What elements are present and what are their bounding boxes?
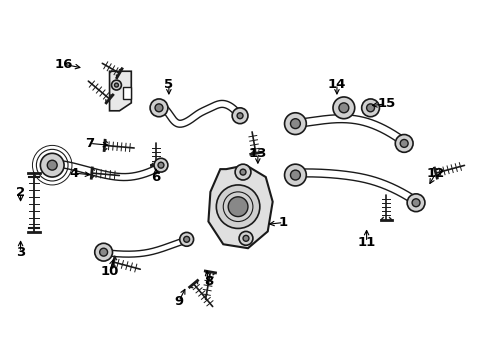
Circle shape bbox=[112, 80, 122, 90]
Text: 12: 12 bbox=[427, 167, 445, 180]
Circle shape bbox=[339, 103, 349, 113]
Text: 11: 11 bbox=[358, 236, 376, 249]
Circle shape bbox=[184, 237, 190, 242]
Circle shape bbox=[285, 164, 306, 186]
Text: 6: 6 bbox=[151, 171, 161, 184]
Circle shape bbox=[240, 169, 246, 175]
Circle shape bbox=[47, 160, 57, 170]
Text: 9: 9 bbox=[174, 295, 183, 308]
Circle shape bbox=[362, 99, 379, 117]
Text: 16: 16 bbox=[55, 58, 74, 71]
Text: 13: 13 bbox=[248, 147, 267, 160]
Circle shape bbox=[367, 104, 374, 112]
Circle shape bbox=[216, 185, 260, 229]
Circle shape bbox=[237, 113, 243, 119]
Circle shape bbox=[95, 243, 113, 261]
Circle shape bbox=[235, 164, 251, 180]
Polygon shape bbox=[208, 165, 272, 248]
Circle shape bbox=[333, 97, 355, 119]
Circle shape bbox=[158, 162, 164, 168]
Text: 2: 2 bbox=[16, 186, 25, 199]
Circle shape bbox=[285, 113, 306, 135]
Polygon shape bbox=[123, 87, 131, 99]
Circle shape bbox=[99, 248, 108, 256]
Circle shape bbox=[150, 99, 168, 117]
Circle shape bbox=[291, 170, 300, 180]
Circle shape bbox=[412, 199, 420, 207]
Text: 15: 15 bbox=[377, 97, 395, 111]
Text: 5: 5 bbox=[164, 78, 173, 91]
Circle shape bbox=[407, 194, 425, 212]
Text: 10: 10 bbox=[100, 265, 119, 278]
Text: 14: 14 bbox=[328, 78, 346, 91]
Circle shape bbox=[395, 135, 413, 152]
Polygon shape bbox=[110, 71, 131, 111]
Text: 4: 4 bbox=[70, 167, 78, 180]
Text: 1: 1 bbox=[279, 216, 288, 229]
Circle shape bbox=[400, 139, 408, 147]
Circle shape bbox=[291, 119, 300, 129]
Text: 8: 8 bbox=[204, 275, 213, 288]
Circle shape bbox=[154, 158, 168, 172]
Text: 7: 7 bbox=[85, 137, 95, 150]
Circle shape bbox=[40, 153, 64, 177]
Circle shape bbox=[155, 104, 163, 112]
Circle shape bbox=[239, 231, 253, 245]
Text: 3: 3 bbox=[16, 246, 25, 259]
Circle shape bbox=[115, 83, 119, 87]
Circle shape bbox=[243, 235, 249, 241]
Circle shape bbox=[232, 108, 248, 123]
Circle shape bbox=[228, 197, 248, 217]
Circle shape bbox=[180, 233, 194, 246]
